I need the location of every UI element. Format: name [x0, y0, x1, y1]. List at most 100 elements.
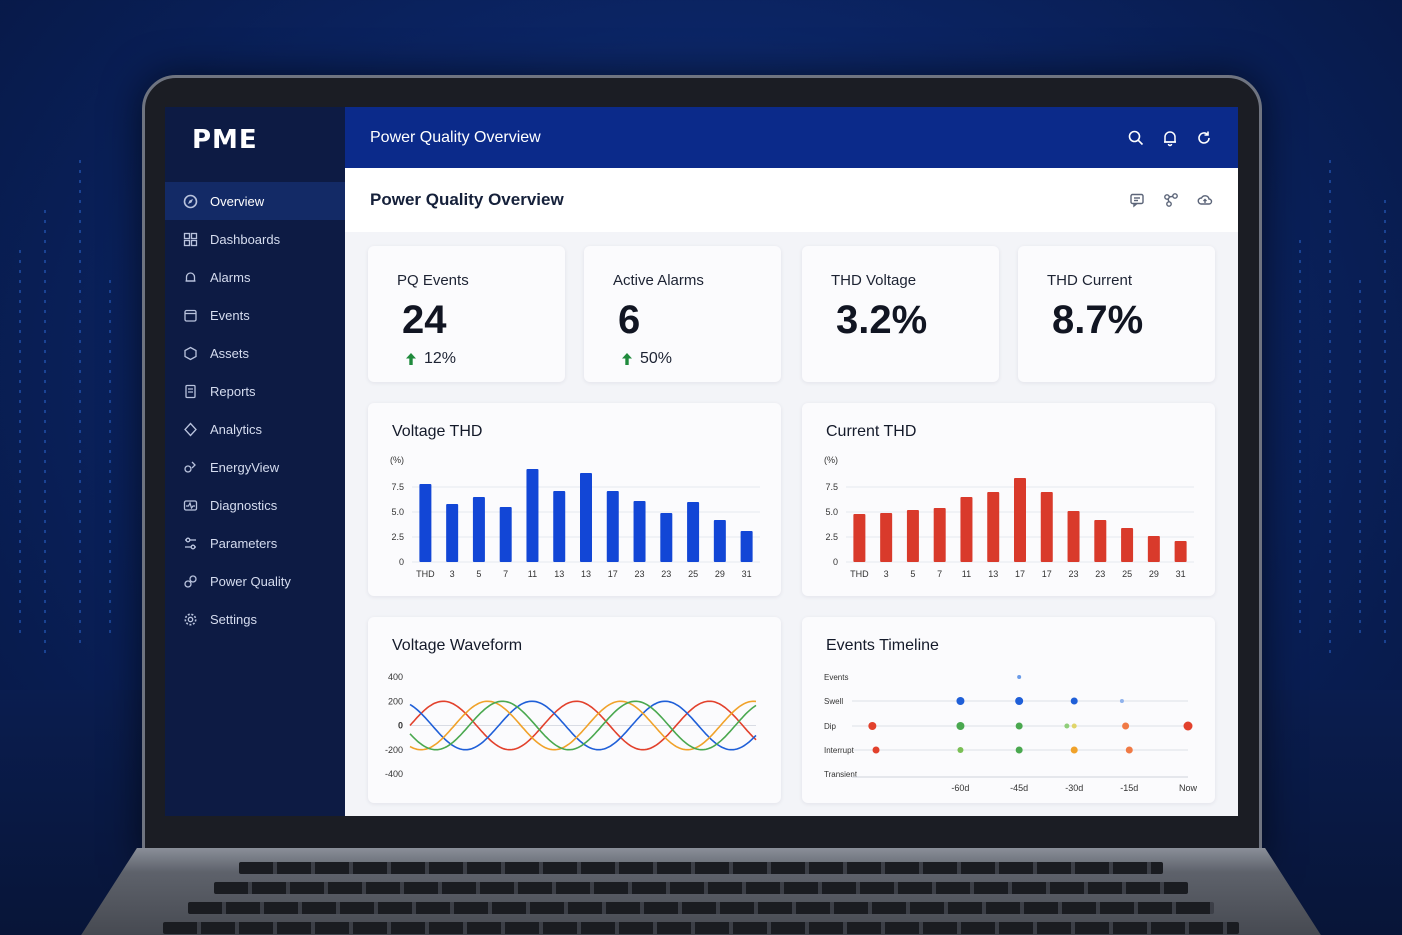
row-label: Transient	[824, 770, 858, 779]
x-tick-label: 23	[1069, 569, 1079, 579]
event-dot[interactable]	[1070, 697, 1078, 705]
bar	[960, 497, 973, 562]
bar	[1147, 536, 1160, 562]
event-dot[interactable]	[956, 722, 965, 730]
bar	[853, 514, 866, 562]
event-dot[interactable]	[956, 697, 965, 705]
x-tick-label: 29	[1149, 569, 1159, 579]
y-axis-label: (%)	[390, 455, 404, 465]
sidebar-item-events[interactable]: Events	[165, 296, 345, 334]
bar	[906, 510, 919, 562]
x-tick-label: 5	[910, 569, 915, 579]
kpi-card-active-alarms[interactable]: Active Alarms 6 50%	[584, 246, 781, 382]
sidebar-item-alarms[interactable]: Alarms	[165, 258, 345, 296]
page-title: Power Quality Overview	[370, 190, 564, 209]
bar	[1094, 520, 1107, 562]
x-tick-label: 25	[1122, 569, 1132, 579]
share-icon[interactable]	[1163, 192, 1179, 208]
y-tick-label: 400	[388, 672, 403, 682]
x-tick-label: 11	[528, 569, 537, 579]
event-dot[interactable]	[1015, 697, 1024, 705]
bar	[933, 508, 946, 562]
bar	[446, 504, 459, 562]
x-tick-label: -60d	[951, 783, 969, 793]
event-dot[interactable]	[1064, 723, 1070, 729]
bell-icon[interactable]	[1161, 129, 1179, 147]
sidebar-item-parameters[interactable]: Parameters	[165, 524, 345, 562]
gear-icon	[183, 612, 198, 627]
row-label: Swell	[824, 697, 843, 706]
sidebar-item-diagnostics[interactable]: Diagnostics	[165, 486, 345, 524]
assets-icon	[183, 346, 198, 361]
event-dot[interactable]	[957, 747, 964, 753]
sidebar-item-settings[interactable]: Settings	[165, 600, 345, 638]
event-dot[interactable]	[1015, 722, 1023, 730]
cloud-upload-icon[interactable]	[1197, 192, 1213, 208]
event-dot[interactable]	[872, 746, 880, 754]
refresh-icon[interactable]	[1195, 129, 1213, 147]
dashboard-content: PQ Events 24 12% Active Alarms 6 50% THD…	[345, 232, 1238, 816]
app-logo: PME	[192, 125, 258, 155]
bar	[987, 492, 1000, 562]
x-tick-label: 17	[1015, 569, 1025, 579]
power-quality-icon	[183, 574, 198, 589]
page-header: Power Quality Overview	[345, 168, 1238, 232]
row-label: Dip	[824, 722, 837, 731]
search-icon[interactable]	[1127, 129, 1145, 147]
current-thd-chart: (%) 0 2.5 5.0 7.5 THD 3 5 7 11 13 17 17 23 23 25 29 31	[824, 455, 1194, 579]
dashboard-icon	[183, 232, 198, 247]
voltage-thd-chart: (%) 0 2.5 5.0 7.5 THD 3 5 7 11 13 13 17 23 23 25 29 31	[390, 455, 760, 579]
sidebar-item-analytics[interactable]: Analytics	[165, 410, 345, 448]
bar	[1014, 478, 1026, 562]
sidebar-item-label: Parameters	[210, 535, 278, 551]
x-tick-label: 17	[608, 569, 618, 579]
bar	[419, 484, 432, 562]
sidebar-item-dashboards[interactable]: Dashboards	[165, 220, 345, 258]
bar	[499, 507, 512, 562]
event-dot[interactable]	[1017, 675, 1022, 679]
sidebar-item-reports[interactable]: Reports	[165, 372, 345, 410]
bar	[526, 469, 539, 562]
x-tick-label: 7	[503, 569, 508, 579]
event-dot[interactable]	[1071, 723, 1077, 729]
kpi-card-thd-current[interactable]: THD Current 8.7%	[1018, 246, 1215, 382]
comment-icon[interactable]	[1129, 192, 1145, 208]
kpi-card-thd-voltage[interactable]: THD Voltage 3.2%	[802, 246, 999, 382]
y-tick-label: 200	[388, 696, 403, 706]
event-dot[interactable]	[868, 722, 877, 730]
chart-title: Current THD	[826, 423, 917, 440]
events-timeline-chart: Events Swell Dip Interrupt Transient -60d -45d…	[824, 673, 1197, 793]
event-dot[interactable]	[1119, 699, 1124, 703]
x-tick-label: 13	[554, 569, 564, 579]
event-dot[interactable]	[1122, 722, 1130, 730]
bar	[580, 473, 592, 562]
kpi-trend: 12%	[404, 350, 456, 368]
chart-title: Voltage THD	[392, 423, 483, 440]
sidebar: PME Overview Dashboards Alarms Events Assets…	[165, 107, 345, 816]
bar	[687, 502, 700, 562]
x-tick-label: 25	[688, 569, 698, 579]
event-dot[interactable]	[1125, 746, 1133, 754]
event-dot[interactable]	[1183, 721, 1193, 731]
bell-icon	[183, 270, 198, 285]
y-tick-label: 5.0	[825, 507, 838, 517]
bar	[553, 491, 566, 562]
laptop-keyboard	[60, 848, 1342, 935]
kpi-trend-value: 50%	[640, 350, 673, 367]
kpi-value: 3.2%	[836, 298, 928, 342]
x-tick-label: 5	[476, 569, 481, 579]
event-dot[interactable]	[1015, 746, 1023, 754]
y-tick-label: 7.5	[391, 482, 404, 492]
sidebar-item-energyview[interactable]: EnergyView	[165, 448, 345, 486]
bar	[740, 531, 753, 562]
y-tick-label: 0	[833, 557, 838, 567]
sidebar-item-power-quality[interactable]: Power Quality	[165, 562, 345, 600]
kpi-label: Active Alarms	[613, 272, 704, 289]
sidebar-item-assets[interactable]: Assets	[165, 334, 345, 372]
event-dot[interactable]	[1070, 746, 1078, 754]
bar	[633, 501, 646, 562]
kpi-card-pq-events[interactable]: PQ Events 24 12%	[368, 246, 565, 382]
kpi-label: THD Voltage	[831, 272, 917, 289]
sidebar-nav: Overview Dashboards Alarms Events Assets Repo…	[165, 182, 345, 638]
sidebar-item-overview[interactable]: Overview	[165, 182, 345, 220]
